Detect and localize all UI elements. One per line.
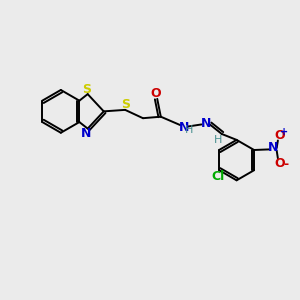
Text: +: + [280,127,289,137]
Text: O: O [274,157,285,170]
Text: N: N [81,127,92,140]
Text: N: N [268,141,278,154]
Text: S: S [121,98,130,111]
Text: H: H [213,135,222,145]
Text: H: H [185,125,193,135]
Text: N: N [200,117,211,130]
Text: S: S [82,82,91,96]
Text: O: O [274,129,285,142]
Text: O: O [151,87,161,100]
Text: -: - [283,158,288,171]
Text: N: N [178,121,189,134]
Text: Cl: Cl [211,170,224,183]
